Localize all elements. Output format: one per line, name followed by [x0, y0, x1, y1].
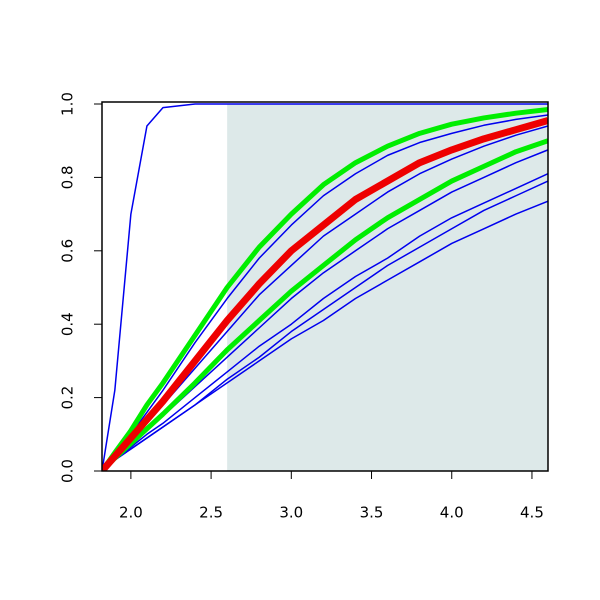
x-tick-label: 4.0: [440, 504, 464, 522]
y-tick-label: 0.8: [59, 165, 77, 189]
y-tick-label: 1.0: [59, 92, 77, 116]
x-tick-label: 3.5: [360, 504, 384, 522]
y-tick-label: 0.2: [59, 386, 77, 410]
series-line: [102, 180, 548, 471]
series-line: [102, 117, 548, 471]
y-tick-label: 0.4: [59, 312, 77, 336]
series-line: [102, 114, 548, 471]
series-line: [102, 173, 548, 471]
x-tick-label: 2.5: [199, 504, 223, 522]
y-tick-label: 0.6: [59, 239, 77, 263]
x-tick-label: 4.5: [520, 504, 544, 522]
x-tick-label: 3.0: [279, 504, 303, 522]
plot-frame: [101, 101, 549, 472]
series-line: [102, 103, 548, 471]
series-line: [102, 107, 548, 471]
shaded-region: [227, 104, 548, 471]
y-tick-label: 0.0: [59, 459, 77, 483]
series-line: [102, 138, 548, 471]
x-tick-label: 2.0: [119, 504, 143, 522]
